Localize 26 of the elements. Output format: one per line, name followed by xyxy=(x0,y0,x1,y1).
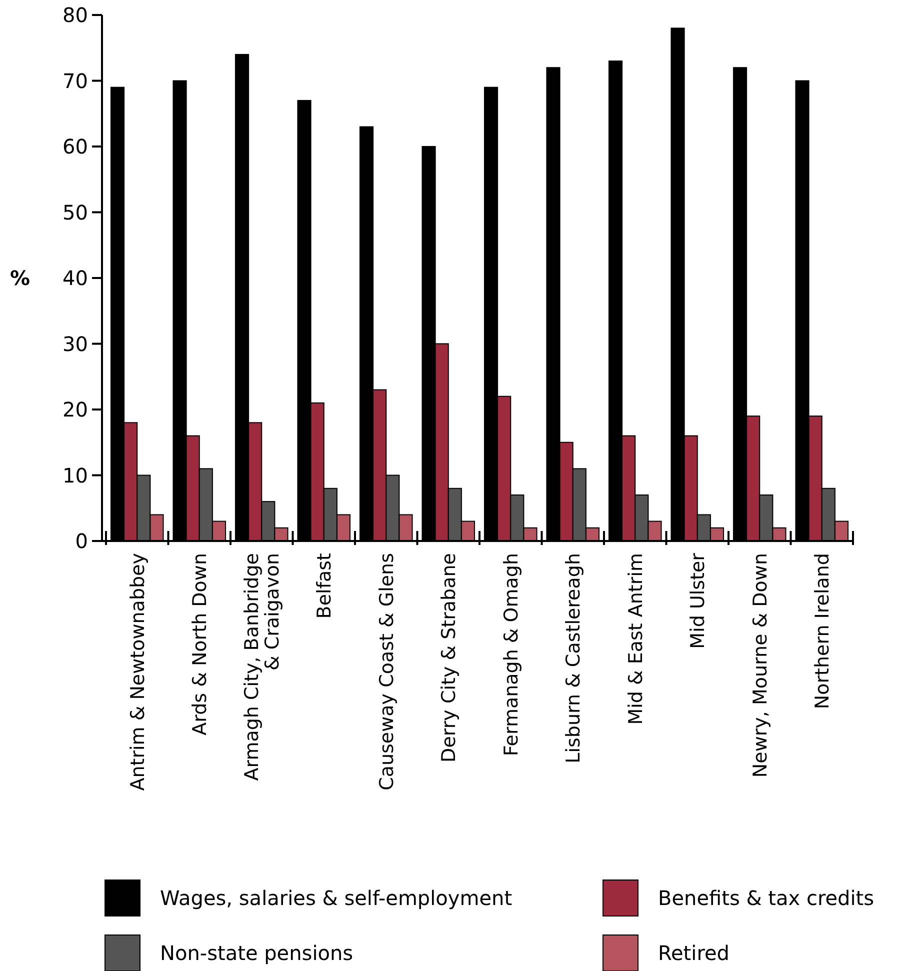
x-tick-label: Lisburn & Castlereagh xyxy=(562,553,585,764)
x-tick-label: Ards & North Down xyxy=(189,553,212,736)
legend-label: Benefits & tax credits xyxy=(658,886,874,910)
y-axis-title: % xyxy=(10,266,30,290)
y-tick-label: 20 xyxy=(62,398,88,422)
x-tick-label: Mid Ulster xyxy=(687,552,710,649)
y-tick-label: 40 xyxy=(62,266,88,290)
x-tick-label: Derry City & Strabane xyxy=(438,553,460,762)
x-tick-label: Armagh City, Banbridge & Craigavon xyxy=(240,553,284,781)
y-tick-label: 80 xyxy=(62,3,88,27)
y-tick-label: 30 xyxy=(62,332,88,356)
y-tick-label: 70 xyxy=(62,68,88,93)
y-tick-label: 0 xyxy=(75,529,88,553)
x-tick-label: Belfast xyxy=(314,553,336,619)
x-tick-label: Antrim & Newtownabbey xyxy=(126,553,149,791)
y-tick-label: 10 xyxy=(62,463,88,488)
x-tick-label: Newry, Mourne & Down xyxy=(749,553,772,778)
x-tick-label: Northern Ireland xyxy=(812,553,834,710)
legend-label: Wages, salaries & self-employment xyxy=(160,886,512,910)
y-tick-label: 50 xyxy=(62,200,88,224)
legend-label: Non-state pensions xyxy=(160,941,354,965)
y-tick-label: 60 xyxy=(62,134,88,158)
x-tick-label: Causeway Coast & Glens xyxy=(376,553,398,790)
x-tick-label: Mid & East Antrim xyxy=(624,553,647,725)
legend-label: Retired xyxy=(658,941,730,965)
x-tick-label: Fermanagh & Omagh xyxy=(500,553,522,756)
